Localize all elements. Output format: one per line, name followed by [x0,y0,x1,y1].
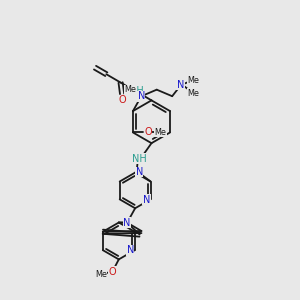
Text: NH: NH [129,86,143,96]
Text: O: O [144,128,152,137]
Text: O: O [108,267,116,277]
Text: N: N [127,245,134,255]
Text: N: N [138,91,145,101]
Text: Me: Me [187,89,199,98]
Text: O: O [118,95,126,105]
Text: Me: Me [95,270,107,279]
Text: N: N [177,80,184,90]
Text: N: N [136,167,143,177]
Text: NH: NH [132,154,146,164]
Text: N: N [124,218,131,228]
Text: N: N [143,195,150,205]
Text: Me: Me [187,76,199,85]
Text: Me: Me [124,85,136,94]
Text: Me: Me [154,128,166,137]
